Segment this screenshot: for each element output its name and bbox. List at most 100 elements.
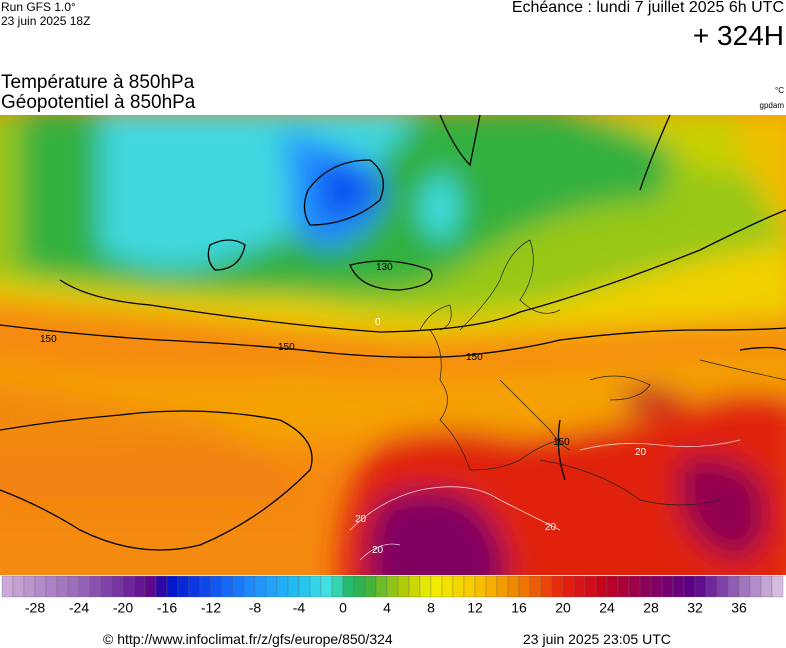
valid-time: Echéance : lundi 7 juillet 2025 6h UTC	[511, 0, 784, 16]
colorbar-swatch	[672, 575, 685, 598]
coastlines	[419, 239, 786, 506]
geopotential-label: 150	[40, 334, 57, 345]
colorbar-tick-label: -4	[293, 600, 306, 616]
colorbar-swatch	[606, 575, 619, 598]
colorbar-swatch	[771, 575, 784, 598]
colorbar-tick-label: -8	[249, 600, 262, 616]
contour-labels: 150 150 130 150 150 20 20 20 20 0	[40, 262, 647, 556]
colorbar-swatch	[342, 575, 355, 598]
colorbar-swatch	[166, 575, 179, 598]
colorbar-swatch	[595, 575, 608, 598]
colorbar-tick-label: 0	[339, 600, 347, 616]
colorbar-swatch	[661, 575, 674, 598]
colorbar-swatch	[12, 575, 25, 598]
colorbar-swatch	[749, 575, 762, 598]
colorbar-tick-label: -20	[113, 600, 133, 616]
title-geopotential: Géopotentiel à 850hPa	[1, 92, 196, 113]
colorbar: -28 -24 -20 -16 -12 -8 -4 0 4 8 12 16 20 24 28 32 36	[1, 575, 784, 616]
unit-temperature: °C	[775, 86, 784, 95]
footer-date: 23 juin 2025 23:05 UTC	[523, 631, 671, 647]
colorbar-swatch	[89, 575, 102, 598]
colorbar-tick-label: 16	[511, 600, 527, 616]
colorbar-swatch	[430, 575, 443, 598]
colorbar-swatch	[144, 575, 157, 598]
geopotential-label: 150	[466, 352, 483, 363]
colorbar-swatch	[617, 575, 630, 598]
colorbar-swatch	[441, 575, 454, 598]
colorbar-swatch	[496, 575, 509, 598]
colorbar-swatch	[353, 575, 366, 598]
colorbar-swatch	[738, 575, 751, 598]
colorbar-swatch	[221, 575, 234, 598]
colorbar-tick-label: -28	[25, 600, 45, 616]
colorbar-swatch	[452, 575, 465, 598]
colorbar-swatch	[727, 575, 740, 598]
title-temperature: Température à 850hPa	[1, 72, 195, 93]
colorbar-swatch	[276, 575, 289, 598]
colorbar-swatch	[287, 575, 300, 598]
temperature-label: 20	[372, 545, 384, 556]
colorbar-swatch	[760, 575, 773, 598]
colorbar-swatch	[694, 575, 707, 598]
colorbar-swatch	[210, 575, 223, 598]
colorbar-swatch	[683, 575, 696, 598]
colorbar-swatch	[639, 575, 652, 598]
source-link[interactable]: © http://www.infoclimat.fr/z/gfs/europe/…	[103, 631, 393, 647]
colorbar-swatch	[474, 575, 487, 598]
colorbar-swatch	[320, 575, 333, 598]
run-label: Run GFS 1.0°	[1, 0, 76, 14]
colorbar-swatch	[100, 575, 113, 598]
colorbar-swatch	[518, 575, 531, 598]
colorbar-tick-label: -24	[69, 600, 89, 616]
geopotential-label: 150	[553, 437, 570, 448]
temperature-label: 20	[545, 522, 557, 533]
colorbar-swatch	[265, 575, 278, 598]
colorbar-swatch	[386, 575, 399, 598]
colorbar-swatch	[540, 575, 553, 598]
colorbar-tick-label: 32	[687, 600, 703, 616]
colorbar-tick-label: 36	[731, 600, 747, 616]
geopotential-label: 150	[278, 342, 295, 353]
colorbar-swatch	[628, 575, 641, 598]
colorbar-swatch	[45, 575, 58, 598]
colorbar-swatch	[23, 575, 36, 598]
colorbar-swatch	[122, 575, 135, 598]
colorbar-tick-label: 8	[427, 600, 435, 616]
colorbar-swatch	[529, 575, 542, 598]
colorbar-swatch	[177, 575, 190, 598]
lead-time: + 324H	[692, 20, 784, 51]
colorbar-swatch	[133, 575, 146, 598]
colorbar-swatch	[650, 575, 663, 598]
geopotential-contours	[0, 114, 786, 551]
colorbar-swatch	[67, 575, 80, 598]
colorbar-swatch	[34, 575, 47, 598]
colorbar-swatch	[507, 575, 520, 598]
temperature-label: 20	[355, 514, 367, 525]
colorbar-swatch	[254, 575, 267, 598]
colorbar-swatch	[232, 575, 245, 598]
colorbar-tick-label: 28	[643, 600, 659, 616]
colorbar-swatch	[331, 575, 344, 598]
colorbar-swatch	[408, 575, 421, 598]
colorbar-swatch	[243, 575, 256, 598]
colorbar-swatch	[199, 575, 212, 598]
colorbar-tick-label: 20	[555, 600, 571, 616]
colorbar-swatch	[562, 575, 575, 598]
colorbar-tick-label: 4	[383, 600, 391, 616]
temperature-field	[0, 115, 786, 575]
colorbar-swatch	[716, 575, 729, 598]
colorbar-swatch	[705, 575, 718, 598]
colorbar-swatch	[309, 575, 322, 598]
colorbar-swatch	[463, 575, 476, 598]
colorbar-swatch	[364, 575, 377, 598]
colorbar-swatch	[78, 575, 91, 598]
colorbar-tick-label: -16	[157, 600, 177, 616]
colorbar-tick-label: 24	[599, 600, 615, 616]
colorbar-swatch	[1, 575, 14, 598]
colorbar-tick-label: -12	[201, 600, 221, 616]
colorbar-swatch	[551, 575, 564, 598]
colorbar-swatch	[397, 575, 410, 598]
unit-geopotential: gpdam	[759, 101, 784, 110]
colorbar-swatch	[584, 575, 597, 598]
